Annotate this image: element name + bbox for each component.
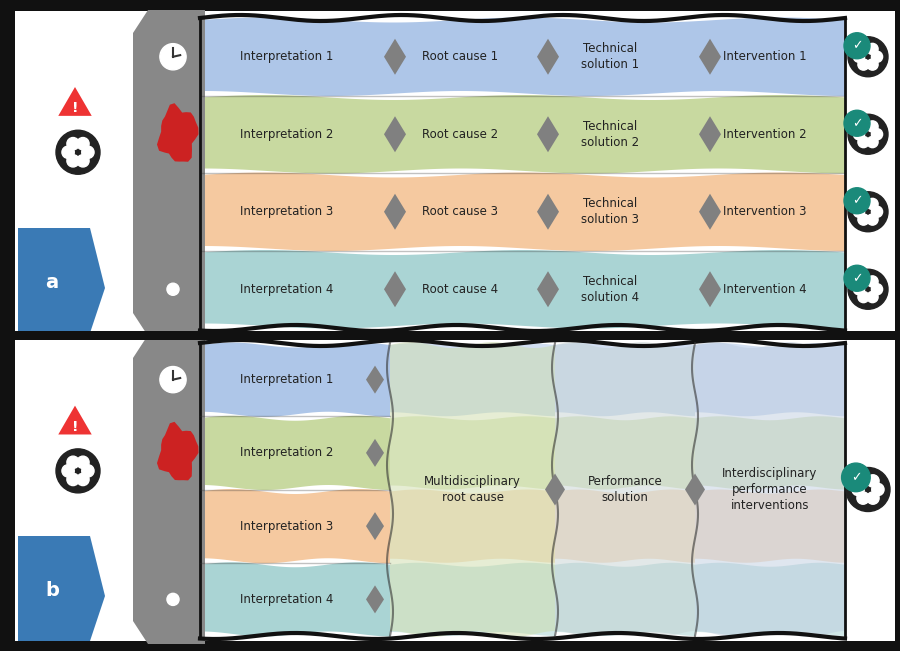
Circle shape	[853, 284, 865, 295]
Circle shape	[76, 473, 89, 486]
Circle shape	[871, 206, 883, 217]
Polygon shape	[695, 343, 845, 416]
Text: Root cause 2: Root cause 2	[422, 128, 498, 141]
Polygon shape	[56, 84, 94, 117]
Polygon shape	[18, 228, 105, 333]
Polygon shape	[384, 117, 406, 152]
Circle shape	[844, 33, 870, 59]
Polygon shape	[156, 272, 190, 306]
Polygon shape	[537, 194, 559, 230]
Text: Interpretation 1: Interpretation 1	[240, 373, 333, 386]
Polygon shape	[384, 39, 406, 75]
Polygon shape	[695, 342, 845, 637]
Polygon shape	[695, 416, 845, 490]
Circle shape	[867, 276, 878, 287]
Polygon shape	[555, 342, 695, 637]
Circle shape	[844, 187, 870, 214]
Text: Technical
solution 2: Technical solution 2	[580, 120, 639, 148]
Circle shape	[867, 492, 879, 505]
Circle shape	[871, 129, 883, 140]
Circle shape	[867, 292, 878, 303]
Circle shape	[62, 146, 75, 158]
Circle shape	[167, 283, 179, 296]
Circle shape	[846, 467, 890, 512]
Text: Intervention 1: Intervention 1	[724, 50, 806, 63]
Circle shape	[62, 465, 75, 477]
Text: Interpretation 4: Interpretation 4	[240, 593, 333, 606]
Circle shape	[867, 199, 878, 210]
Text: ✓: ✓	[850, 471, 861, 484]
Circle shape	[858, 276, 869, 287]
Polygon shape	[56, 403, 94, 436]
Circle shape	[67, 155, 79, 167]
Circle shape	[67, 456, 79, 469]
Circle shape	[160, 367, 186, 393]
Circle shape	[867, 137, 878, 148]
Circle shape	[858, 137, 869, 148]
Circle shape	[76, 137, 89, 150]
Circle shape	[67, 137, 79, 150]
Circle shape	[857, 475, 869, 487]
Circle shape	[858, 121, 869, 132]
Circle shape	[857, 492, 869, 505]
Text: Performance
solution: Performance solution	[588, 475, 662, 504]
Polygon shape	[157, 103, 199, 162]
Polygon shape	[699, 194, 721, 230]
Polygon shape	[200, 562, 390, 637]
Polygon shape	[15, 11, 895, 641]
Text: Interpretation 3: Interpretation 3	[240, 205, 333, 218]
Circle shape	[844, 110, 870, 136]
Text: !: !	[72, 420, 78, 434]
Circle shape	[67, 473, 79, 486]
Polygon shape	[695, 562, 845, 636]
Text: Interpretation 3: Interpretation 3	[240, 519, 333, 533]
Circle shape	[56, 130, 100, 174]
Text: Intervention 2: Intervention 2	[724, 128, 806, 141]
Text: Interdisciplinary
performance
interventions: Interdisciplinary performance interventi…	[723, 467, 818, 512]
Text: Interpretation 4: Interpretation 4	[240, 283, 333, 296]
Polygon shape	[390, 562, 555, 636]
Polygon shape	[366, 439, 384, 467]
Text: ✓: ✓	[851, 271, 862, 284]
Circle shape	[858, 44, 869, 55]
Text: Multidisciplinary
root cause: Multidisciplinary root cause	[424, 475, 521, 504]
Polygon shape	[555, 562, 695, 636]
Circle shape	[160, 44, 186, 70]
Text: !: !	[72, 102, 78, 115]
Circle shape	[82, 146, 94, 158]
Circle shape	[858, 199, 869, 210]
Polygon shape	[366, 585, 384, 613]
Text: Root cause 1: Root cause 1	[422, 50, 498, 63]
Polygon shape	[200, 95, 845, 174]
Polygon shape	[685, 473, 705, 505]
Polygon shape	[15, 331, 895, 340]
Circle shape	[848, 192, 888, 232]
Polygon shape	[390, 343, 555, 416]
Polygon shape	[555, 490, 695, 562]
Polygon shape	[390, 416, 555, 490]
Circle shape	[76, 155, 89, 167]
Circle shape	[867, 121, 878, 132]
Polygon shape	[390, 490, 555, 562]
Polygon shape	[545, 473, 565, 505]
Circle shape	[82, 465, 94, 477]
Text: b: b	[45, 581, 58, 600]
Polygon shape	[699, 117, 721, 152]
Circle shape	[858, 214, 869, 225]
Circle shape	[848, 270, 888, 309]
Circle shape	[871, 51, 883, 62]
Polygon shape	[133, 335, 205, 644]
Circle shape	[157, 41, 189, 73]
Text: Interpretation 1: Interpretation 1	[240, 50, 333, 63]
Text: Interpretation 2: Interpretation 2	[240, 128, 333, 141]
Circle shape	[848, 114, 888, 154]
Circle shape	[848, 36, 888, 77]
Polygon shape	[695, 490, 845, 562]
Polygon shape	[200, 18, 845, 96]
Text: Interpretation 2: Interpretation 2	[240, 447, 333, 460]
Circle shape	[842, 463, 870, 492]
Circle shape	[76, 456, 89, 469]
Circle shape	[858, 292, 869, 303]
Polygon shape	[156, 583, 190, 616]
